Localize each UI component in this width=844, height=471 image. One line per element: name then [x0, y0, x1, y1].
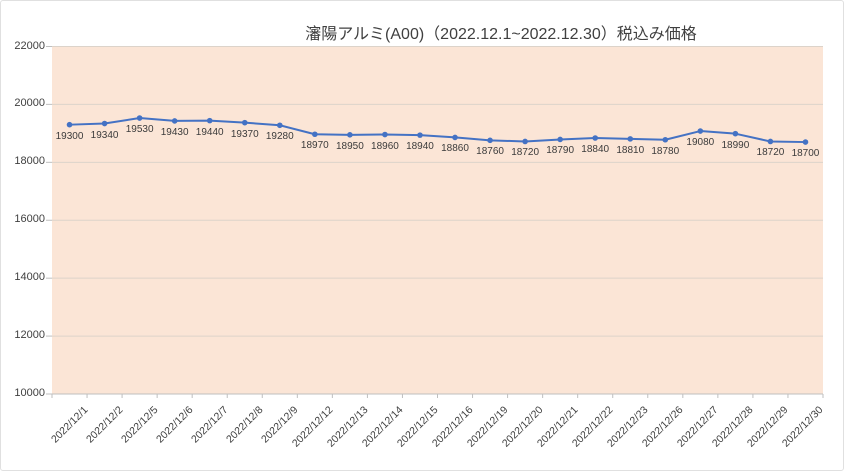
data-point-marker	[241, 119, 248, 126]
y-axis-label: 16000	[14, 213, 45, 226]
data-point-marker	[276, 122, 283, 129]
data-label: 19340	[90, 129, 119, 141]
data-point-marker	[732, 130, 739, 137]
data-point-marker	[347, 132, 353, 138]
y-axis-label: 12000	[14, 329, 45, 342]
data-label: 18860	[441, 143, 469, 155]
data-point-marker	[662, 136, 669, 143]
data-point-marker	[66, 121, 73, 128]
data-point-marker	[101, 120, 108, 127]
data-point-marker	[802, 139, 809, 145]
data-label: 18790	[546, 145, 575, 157]
data-label: 19530	[125, 124, 154, 136]
data-label: 18990	[721, 139, 750, 151]
data-label: 19080	[686, 137, 715, 149]
y-axis-label: 18000	[14, 155, 45, 168]
data-label: 18780	[651, 145, 680, 157]
data-label: 18970	[300, 140, 329, 152]
data-label: 19440	[195, 126, 224, 138]
data-point-marker	[417, 132, 423, 138]
data-point-marker	[522, 138, 528, 145]
data-point-marker	[171, 118, 178, 124]
data-label: 19280	[265, 131, 294, 143]
data-label: 18720	[756, 147, 785, 159]
data-point-marker	[206, 117, 213, 124]
data-point-marker	[767, 138, 774, 145]
data-label: 18950	[335, 140, 364, 152]
data-label: 18940	[406, 141, 434, 153]
data-label: 19370	[230, 128, 259, 140]
data-label: 18760	[476, 146, 504, 158]
data-label: 18840	[581, 144, 610, 155]
y-axis-label: 14000	[14, 271, 45, 284]
data-label: 18960	[371, 140, 399, 152]
data-label: 18810	[616, 144, 645, 156]
data-point-marker	[382, 131, 388, 138]
data-point-marker	[697, 128, 704, 134]
y-axis-label: 20000	[14, 97, 45, 110]
y-axis-label: 10000	[14, 387, 45, 399]
data-label: 19300	[55, 130, 84, 142]
data-point-marker	[627, 136, 634, 142]
data-label: 18720	[511, 147, 540, 159]
data-label: 19430	[160, 126, 189, 138]
data-point-marker	[136, 115, 143, 121]
data-label: 18700	[791, 148, 820, 160]
price-line	[68, 117, 807, 144]
data-point-marker	[557, 136, 563, 143]
data-point-marker	[592, 135, 599, 141]
y-axis-label: 22000	[14, 39, 45, 52]
chart-title: 瀋陽アルミ(A00)（2022.12.1~2022.12.30）税込み価格	[305, 26, 697, 43]
data-point-marker	[487, 137, 493, 144]
data-point-marker	[452, 134, 458, 141]
data-point-marker	[312, 131, 318, 138]
